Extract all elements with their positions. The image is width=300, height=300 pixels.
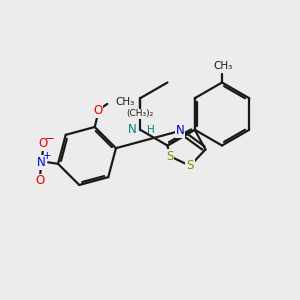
Text: N: N <box>37 156 46 169</box>
Text: N: N <box>176 124 184 137</box>
Text: O: O <box>39 137 48 150</box>
Text: +: + <box>43 151 51 161</box>
Text: H: H <box>147 125 154 135</box>
Text: −: − <box>44 132 54 145</box>
Text: S: S <box>166 150 173 163</box>
Text: O: O <box>35 174 44 188</box>
Text: CH₃: CH₃ <box>115 97 134 107</box>
Text: (CH₃)₂: (CH₃)₂ <box>127 110 154 118</box>
Text: O: O <box>93 104 102 117</box>
Text: CH₃: CH₃ <box>213 61 232 71</box>
Text: N: N <box>128 123 136 136</box>
Text: S: S <box>186 159 194 172</box>
